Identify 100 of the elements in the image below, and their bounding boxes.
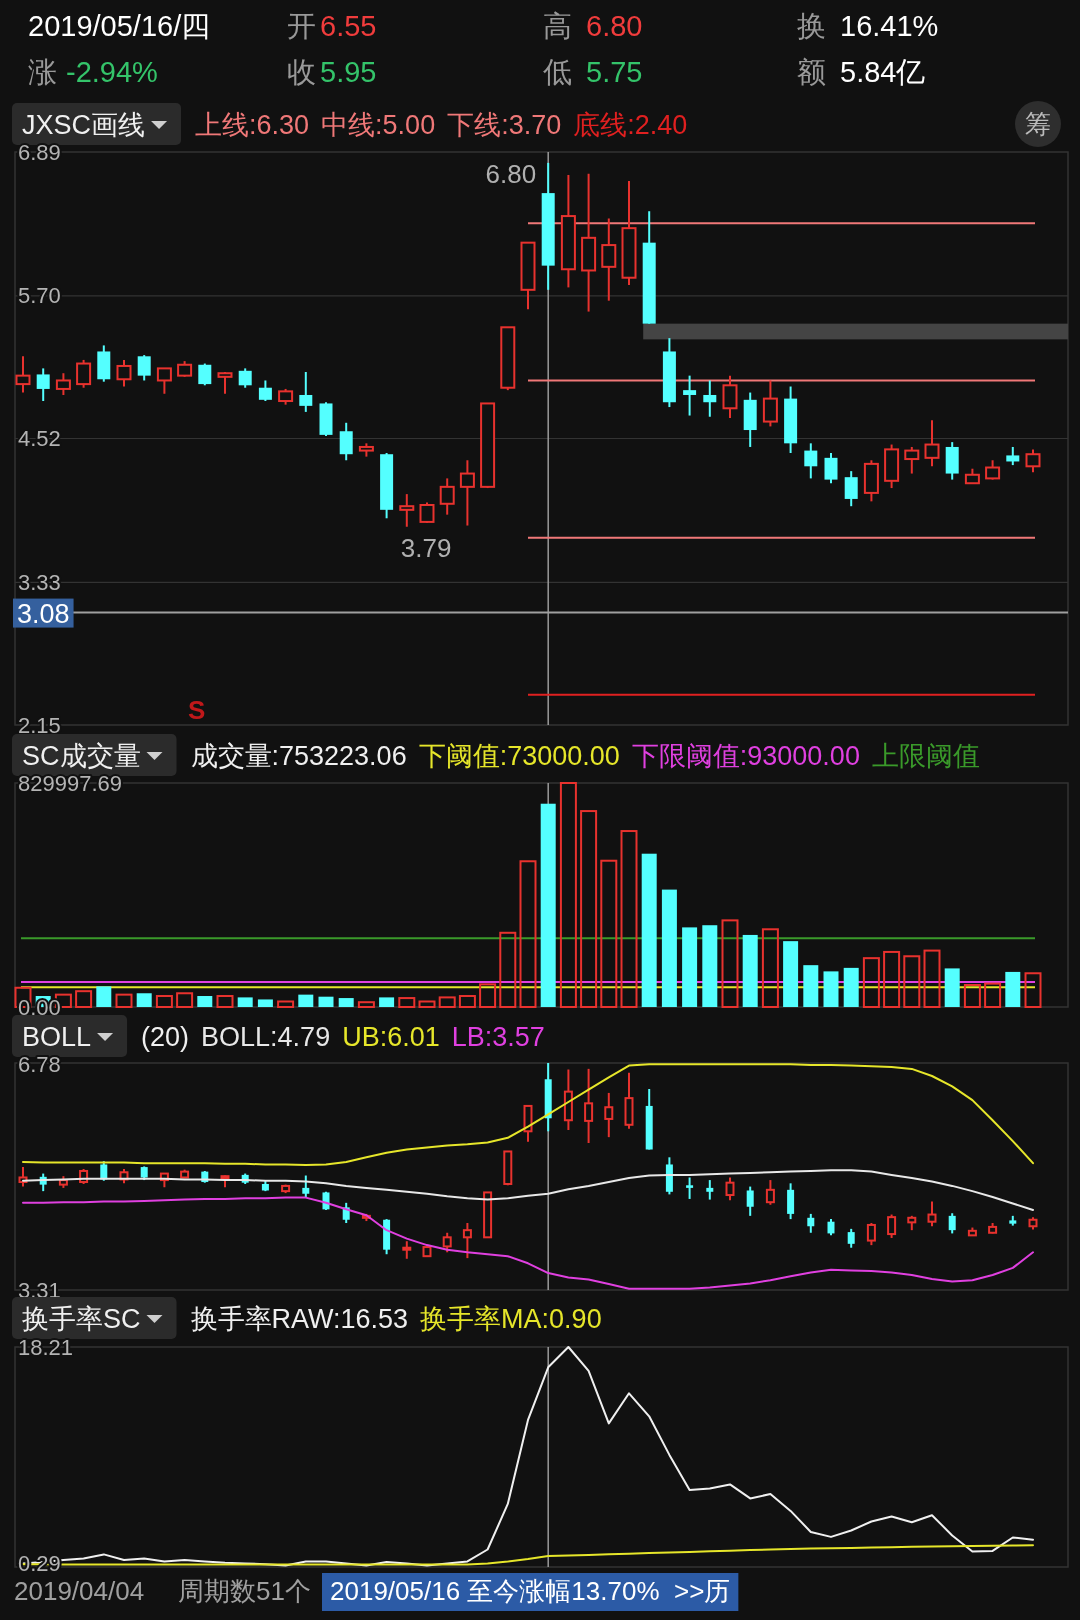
candlestick <box>762 379 778 428</box>
candlestick <box>36 367 50 403</box>
y-tick-label: 3.33 <box>18 569 61 595</box>
ref-line-label: 上限阈值 <box>871 741 980 771</box>
chart-title: 换手率SC <box>22 1304 141 1334</box>
candlestick <box>746 1185 754 1217</box>
text: 2019/05/16 至今涨幅13.70% >>历 <box>330 1576 731 1606</box>
text: -2.94% <box>66 56 158 88</box>
text: 6.80 <box>586 10 643 42</box>
bar <box>257 999 273 1007</box>
candlestick <box>116 358 132 388</box>
text: UB:6.01 <box>342 1022 440 1052</box>
text: 换 <box>797 10 826 42</box>
candlestick <box>238 367 252 389</box>
bar <box>197 996 213 1007</box>
y-tick-label: 2.15 <box>18 712 61 738</box>
bar <box>923 949 941 1008</box>
bar <box>1024 972 1042 1008</box>
bar <box>559 782 577 1008</box>
candlestick <box>299 371 313 413</box>
bar <box>641 853 657 1007</box>
bar <box>600 859 618 1008</box>
bar <box>661 889 677 1007</box>
bar <box>963 984 981 1008</box>
bar <box>136 993 152 1007</box>
text: 6.55 <box>320 10 377 42</box>
bar <box>338 998 354 1007</box>
bar <box>843 967 859 1007</box>
candlestick <box>765 1179 775 1206</box>
text: BOLL:4.79 <box>201 1022 331 1052</box>
candlestick <box>1006 445 1020 467</box>
text: 低 <box>543 56 572 88</box>
text: 5.75 <box>586 56 643 88</box>
annotation: 3.08 <box>17 598 70 629</box>
bar <box>418 1000 436 1008</box>
bar <box>115 993 133 1008</box>
candlestick <box>15 355 31 394</box>
candlestick <box>100 1160 108 1182</box>
bar <box>721 919 739 1008</box>
bar <box>702 925 718 1007</box>
annotation: 3.79 <box>400 532 452 563</box>
candlestick <box>904 445 920 475</box>
candlestick <box>824 452 838 485</box>
ref-line-label: 下线:3.70 <box>447 110 562 140</box>
bar <box>216 995 234 1008</box>
candlestick <box>725 1176 735 1202</box>
text: LB:3.57 <box>451 1022 545 1052</box>
text: 额 <box>797 56 826 88</box>
bar <box>96 986 112 1007</box>
bar <box>438 996 456 1008</box>
bar <box>277 1000 295 1008</box>
candlestick <box>442 1231 452 1254</box>
chart-subtitle: 成交量:753223.06 <box>190 741 407 771</box>
y-tick-label: 6.78 <box>18 1051 61 1077</box>
ref-line-label: 下阈值:73000.00 <box>418 741 620 771</box>
bar <box>862 957 880 1008</box>
text: 筹 <box>1025 109 1051 139</box>
y-tick-label: 18.21 <box>18 1334 74 1360</box>
candlestick <box>924 419 940 468</box>
bar <box>1005 971 1021 1007</box>
bar <box>379 997 395 1007</box>
candlestick <box>302 1174 310 1198</box>
candlestick <box>703 379 717 418</box>
bar <box>499 931 517 1008</box>
ref-line-label: 中线:5.00 <box>321 110 436 140</box>
candlestick <box>76 358 92 389</box>
text: 5.95 <box>320 56 377 88</box>
candlestick <box>198 362 212 387</box>
candlestick <box>866 1222 876 1247</box>
chart-title: JXSC画线 <box>22 110 146 140</box>
annotation: 6.80 <box>485 158 537 189</box>
candlestick <box>156 367 172 395</box>
bar <box>458 995 476 1008</box>
bar <box>761 928 779 1008</box>
candlestick <box>258 379 272 403</box>
text: 换手率RAW:16.53 <box>190 1304 409 1334</box>
candlestick <box>339 421 353 462</box>
candlestick <box>847 1227 855 1249</box>
text: 16.41% <box>840 10 939 42</box>
bar <box>903 955 921 1008</box>
bar <box>742 934 758 1007</box>
bar <box>984 982 1002 1008</box>
candlestick <box>722 374 738 419</box>
bar <box>682 927 698 1007</box>
candlestick <box>706 1179 714 1201</box>
candlestick <box>807 1212 815 1234</box>
bar <box>298 994 314 1007</box>
ref-line-label: 上线:6.30 <box>195 110 310 140</box>
candlestick <box>137 354 151 382</box>
text: 涨 <box>28 56 57 88</box>
bar <box>75 990 93 1008</box>
chart-title: BOLL <box>22 1022 92 1052</box>
candlestick <box>927 1200 937 1228</box>
bar <box>620 830 638 1008</box>
bar <box>519 860 537 1008</box>
text: 收 <box>287 56 316 88</box>
candlestick <box>686 1176 694 1200</box>
bar <box>318 996 334 1007</box>
chart-subtitle: (20) <box>141 1022 190 1052</box>
y-tick-label: 6.89 <box>18 139 61 165</box>
